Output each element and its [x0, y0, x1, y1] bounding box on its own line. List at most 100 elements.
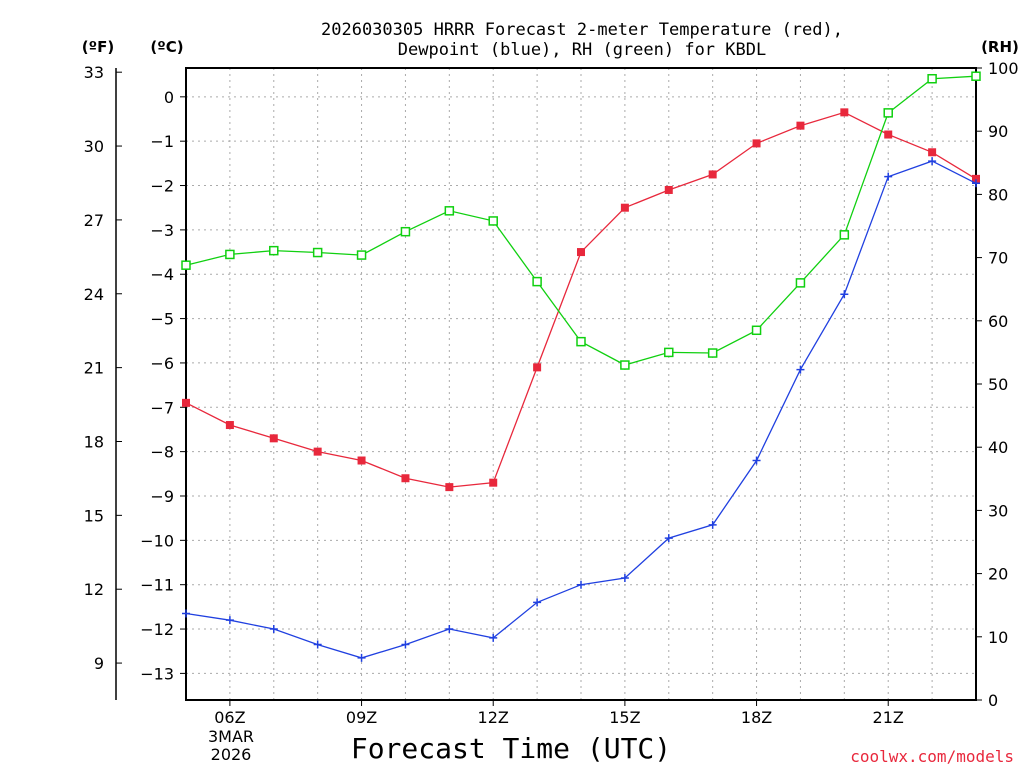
celsius-tick-label: −10 [140, 531, 174, 550]
temperature-series-line [185, 111, 977, 488]
dewpoint-point [533, 598, 542, 607]
x-tick-label: 21Z [873, 708, 904, 727]
celsius-tick-label: −8 [150, 443, 174, 462]
axes: 0 −1 −2 −3 −4 −5 −6 −7 −8 −9 −10 −11 −12 −13 33 30 27 24 2… [84, 59, 1019, 727]
temperature-point [884, 130, 893, 139]
fahrenheit-tick-label: 24 [84, 285, 104, 304]
rh-point [225, 249, 235, 260]
celsius-tick-label: −2 [150, 177, 174, 196]
temperature-point [840, 108, 849, 117]
fahrenheit-tick-label: 30 [84, 137, 104, 156]
temperature-point [620, 203, 629, 212]
rh-point [664, 347, 674, 358]
dewpoint-point [225, 616, 234, 625]
dewpoint-point [796, 365, 805, 374]
temperature-point [664, 185, 673, 194]
rh-axis-label: (RH) [981, 38, 1019, 56]
x-tick-label: 18Z [741, 708, 772, 727]
date-label-year: 2026 [211, 745, 252, 764]
rh-point [707, 348, 718, 358]
celsius-tick-label: −6 [150, 354, 174, 373]
rh-tick-label: 80 [988, 185, 1008, 204]
chart-title-line1: 2026030305 HRRR Forecast 2-meter Tempera… [321, 20, 843, 40]
rh-tick-label: 90 [988, 122, 1008, 141]
x-axis-title: Forecast Time (UTC) [351, 732, 671, 765]
celsius-tick-label: −11 [140, 576, 174, 595]
x-tick-label: 09Z [346, 708, 377, 727]
dewpoint-point [928, 157, 937, 166]
rh-tick-label: 0 [988, 691, 998, 710]
dewpoint-point [401, 640, 410, 649]
fahrenheit-tick-label: 33 [84, 63, 104, 82]
rh-point [269, 245, 279, 256]
celsius-tick-label: −12 [140, 620, 174, 639]
temperature-point [489, 478, 498, 487]
rh-point [488, 216, 498, 226]
rh-point [576, 336, 586, 347]
dewpoint-point [489, 633, 498, 642]
x-tick-label: 06Z [214, 708, 245, 727]
rh-tick-label: 40 [988, 438, 1008, 457]
dewpoint-point [269, 625, 278, 634]
fahrenheit-tick-label: 9 [94, 654, 104, 673]
dewpoint-point [884, 172, 893, 181]
rh-tick-label: 50 [988, 375, 1008, 394]
rh-point [795, 278, 806, 288]
rh-tick-label: 70 [988, 249, 1008, 268]
temperature-point [708, 170, 717, 179]
rh-point [400, 226, 411, 237]
fahrenheit-tick-label: 12 [84, 580, 104, 599]
dewpoint-point [752, 456, 761, 465]
rh-point [356, 250, 367, 260]
celsius-tick-label: 0 [164, 88, 174, 107]
dewpoint-point [313, 640, 322, 649]
rh-tick-label: 100 [988, 59, 1019, 78]
chart-title-line2: Dewpoint (blue), RH (green) for KBDL [398, 40, 766, 60]
rh-tick-label: 60 [988, 312, 1008, 331]
data-series [181, 71, 981, 662]
dewpoint-point [357, 653, 366, 662]
celsius-axis-label: (ºC) [150, 38, 183, 56]
temperature-point [752, 139, 761, 148]
fahrenheit-axis-label: (ºF) [82, 38, 114, 56]
rh-point [971, 71, 981, 81]
dewpoint-point [620, 574, 629, 583]
dewpoint-point [708, 520, 717, 529]
rh-point [532, 276, 542, 287]
fahrenheit-tick-label: 21 [84, 359, 104, 378]
celsius-tick-label: −9 [150, 487, 174, 506]
rh-point [751, 325, 762, 336]
celsius-tick-label: −13 [140, 664, 174, 683]
temperature-point [445, 483, 454, 492]
temperature-point [225, 421, 234, 430]
temperature-point [577, 248, 585, 257]
rh-point [181, 260, 191, 270]
dewpoint-point [840, 290, 849, 299]
rh-point [883, 108, 893, 118]
temperature-point [357, 456, 366, 465]
rh-point [839, 230, 850, 240]
celsius-tick-label: −4 [150, 265, 174, 284]
celsius-tick-label: −5 [150, 310, 174, 329]
temperature-point [928, 148, 937, 157]
x-tick-label: 12Z [478, 708, 509, 727]
dewpoint-point [445, 625, 454, 634]
fahrenheit-tick-label: 15 [84, 506, 104, 525]
grid-lines [186, 68, 976, 700]
rh-point [312, 247, 323, 258]
temperature-point [269, 434, 278, 443]
fahrenheit-tick-label: 18 [84, 432, 104, 451]
rh-tick-label: 30 [988, 501, 1008, 520]
celsius-tick-label: −7 [150, 398, 174, 417]
rh-point [927, 73, 937, 84]
x-tick-label: 15Z [609, 708, 640, 727]
rh-point [444, 206, 455, 216]
temperature-point [401, 474, 410, 483]
fahrenheit-tick-label: 27 [84, 211, 104, 230]
dewpoint-point [182, 609, 190, 618]
temperature-point [533, 363, 542, 372]
celsius-tick-label: −1 [150, 132, 174, 151]
plot-frame [185, 67, 977, 701]
dewpoint-point [972, 179, 980, 188]
